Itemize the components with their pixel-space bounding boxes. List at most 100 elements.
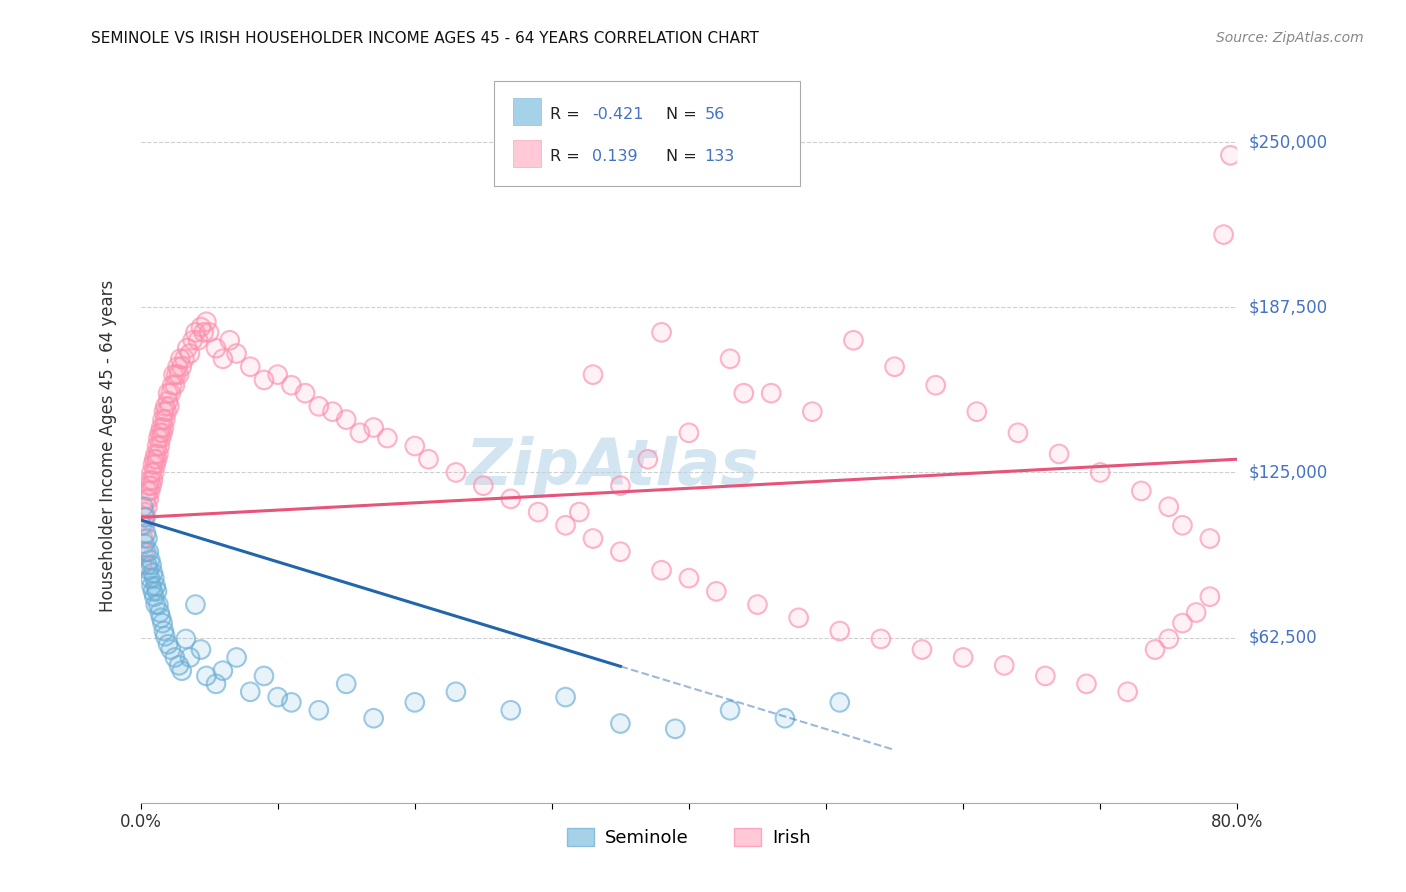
- Y-axis label: Householder Income Ages 45 - 64 years: Householder Income Ages 45 - 64 years: [98, 280, 117, 612]
- Point: [650, 326, 673, 340]
- Point: [146, 452, 169, 467]
- Point: [163, 650, 186, 665]
- Point: [134, 510, 156, 524]
- Point: [142, 458, 165, 472]
- Text: N =: N =: [666, 107, 697, 121]
- Point: [132, 545, 155, 559]
- Point: [239, 685, 262, 699]
- Point: [157, 637, 180, 651]
- Point: [152, 616, 174, 631]
- Point: [157, 386, 180, 401]
- Point: [193, 326, 215, 340]
- Point: [135, 491, 157, 506]
- Point: [193, 326, 215, 340]
- Point: [139, 552, 162, 566]
- Point: [664, 722, 686, 736]
- Point: [131, 518, 153, 533]
- Point: [138, 491, 160, 506]
- Text: SEMINOLE VS IRISH HOUSEHOLDER INCOME AGES 45 - 64 YEARS CORRELATION CHART: SEMINOLE VS IRISH HOUSEHOLDER INCOME AGE…: [91, 31, 759, 46]
- Point: [152, 412, 174, 426]
- Text: $250,000: $250,000: [1249, 133, 1327, 151]
- Point: [664, 722, 686, 736]
- Point: [335, 677, 357, 691]
- Point: [787, 611, 810, 625]
- Point: [773, 711, 796, 725]
- Text: 133: 133: [704, 149, 735, 163]
- Point: [150, 431, 173, 445]
- Point: [1171, 518, 1194, 533]
- Point: [155, 629, 177, 643]
- Point: [609, 545, 631, 559]
- Point: [499, 703, 522, 717]
- Point: [170, 664, 193, 678]
- Point: [1198, 532, 1220, 546]
- Text: -0.421: -0.421: [592, 107, 644, 121]
- Point: [1171, 616, 1194, 631]
- Point: [143, 466, 166, 480]
- Point: [134, 537, 156, 551]
- Text: R =: R =: [550, 149, 579, 163]
- Point: [363, 420, 385, 434]
- Point: [141, 579, 163, 593]
- Point: [718, 703, 741, 717]
- Point: [404, 695, 426, 709]
- Point: [184, 326, 207, 340]
- Point: [1144, 642, 1167, 657]
- Point: [143, 452, 166, 467]
- Point: [149, 439, 172, 453]
- Point: [153, 420, 176, 434]
- Point: [1219, 148, 1241, 162]
- Point: [145, 458, 167, 472]
- Point: [308, 400, 330, 414]
- Point: [146, 439, 169, 453]
- Point: [870, 632, 893, 646]
- Point: [678, 425, 700, 440]
- Point: [179, 650, 201, 665]
- Text: N =: N =: [666, 149, 697, 163]
- Point: [280, 378, 302, 392]
- Point: [136, 532, 159, 546]
- Point: [153, 420, 176, 434]
- Point: [159, 642, 181, 657]
- Point: [225, 346, 247, 360]
- Point: [153, 624, 176, 638]
- Point: [218, 333, 240, 347]
- Point: [152, 425, 174, 440]
- Text: 56: 56: [704, 107, 724, 121]
- Point: [787, 611, 810, 625]
- Point: [142, 474, 165, 488]
- Point: [165, 368, 187, 382]
- Point: [883, 359, 905, 374]
- Point: [148, 598, 170, 612]
- Point: [195, 669, 218, 683]
- Point: [1212, 227, 1234, 242]
- Point: [911, 642, 934, 657]
- Point: [148, 447, 170, 461]
- Point: [156, 404, 179, 418]
- Point: [169, 351, 191, 366]
- Point: [135, 510, 157, 524]
- Point: [176, 341, 198, 355]
- Point: [136, 558, 159, 572]
- Point: [160, 378, 183, 392]
- Point: [138, 563, 160, 577]
- Point: [952, 650, 974, 665]
- Point: [828, 695, 851, 709]
- Point: [155, 412, 177, 426]
- Point: [678, 425, 700, 440]
- Point: [308, 400, 330, 414]
- Point: [1198, 590, 1220, 604]
- Point: [444, 685, 467, 699]
- Point: [162, 368, 184, 382]
- Point: [142, 566, 165, 580]
- Point: [678, 571, 700, 585]
- Point: [1185, 606, 1208, 620]
- Point: [205, 341, 228, 355]
- Point: [141, 558, 163, 572]
- Point: [1088, 466, 1111, 480]
- Point: [650, 563, 673, 577]
- Point: [801, 404, 824, 418]
- Point: [165, 368, 187, 382]
- Point: [142, 566, 165, 580]
- Point: [733, 386, 755, 401]
